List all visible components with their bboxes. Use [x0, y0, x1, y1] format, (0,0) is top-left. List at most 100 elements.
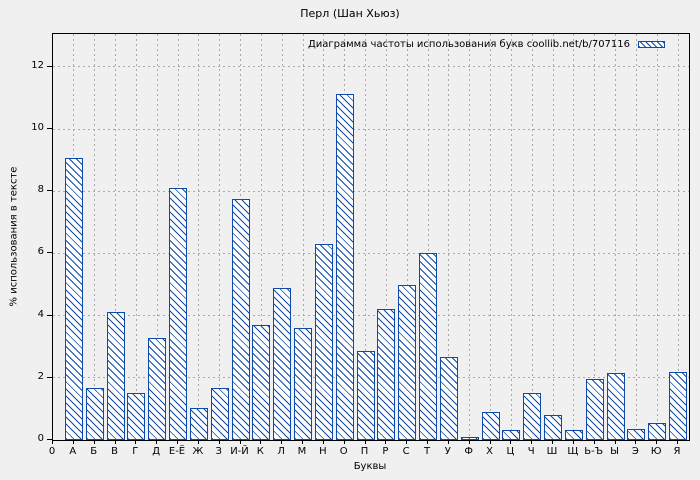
x-tick-mark — [447, 440, 449, 444]
x-tick-mark — [239, 440, 241, 444]
bar-Н — [314, 244, 333, 440]
bar-Ш — [544, 415, 562, 440]
x-tick-mark — [177, 440, 178, 444]
bar-Ц — [502, 430, 521, 440]
x-tick-label: Ш — [546, 446, 558, 457]
bar-Ы — [606, 373, 625, 440]
x-tick-label: Ы — [610, 446, 619, 457]
x-gridline — [323, 34, 325, 440]
x-tick-label: И-Й — [230, 446, 249, 457]
bar-В — [106, 311, 125, 440]
x-tick-mark — [489, 440, 491, 444]
x-tick-label: С — [402, 446, 410, 457]
y-tick-label: 10 — [31, 122, 44, 134]
x-tick-label: Л — [277, 446, 285, 457]
x-tick-mark — [114, 440, 116, 444]
x-gridline — [615, 34, 616, 440]
x-tick-mark — [677, 440, 678, 444]
x-tick-mark — [552, 440, 553, 444]
x-tick-label: Е-Ё — [168, 446, 186, 457]
x-tick-label: Ю — [650, 446, 662, 457]
x-tick-label: О — [339, 446, 348, 457]
x-tick-label: Т — [423, 446, 431, 457]
x-tick-mark — [343, 440, 345, 444]
x-gridline — [635, 34, 637, 440]
x-tick-mark — [572, 440, 574, 444]
bar-Я — [669, 371, 687, 440]
x-tick-mark — [322, 440, 324, 444]
bar-Э — [627, 429, 646, 440]
x-tick-mark — [302, 440, 303, 444]
bar-М — [294, 327, 312, 440]
bar-У — [439, 356, 458, 440]
x-tick-label: Д — [152, 446, 161, 457]
x-gridline — [510, 34, 512, 440]
y-tick-mark — [47, 439, 52, 440]
chart-title: Перл (Шан Хьюз) — [300, 7, 400, 20]
x-tick-mark — [510, 440, 512, 444]
x-tick-label: Г — [132, 446, 139, 457]
x-tick-mark — [281, 440, 283, 444]
y-gridline — [53, 190, 689, 192]
y-tick-label: 6 — [37, 246, 44, 258]
bar-Х — [481, 412, 500, 440]
x-tick-mark — [468, 440, 470, 444]
legend-hatched-swatch-icon — [638, 41, 665, 48]
x-tick-label: П — [360, 446, 369, 457]
x-tick-label: Ф — [464, 446, 473, 457]
x-gridline — [552, 34, 554, 440]
x-tick-label: 0 — [48, 446, 56, 457]
y-gridline — [53, 66, 689, 68]
x-tick-mark — [385, 440, 387, 444]
x-tick-label: Э — [631, 446, 639, 457]
legend: Диаграмма частоты использования букв coo… — [308, 39, 665, 50]
x-tick-label: Ь-Ъ — [584, 446, 604, 457]
x-tick-label: В — [111, 446, 118, 457]
x-gridline — [469, 34, 471, 440]
x-gridline — [490, 34, 491, 440]
x-tick-mark — [197, 440, 199, 444]
x-tick-label: Р — [382, 446, 389, 457]
x-gridline — [219, 34, 221, 440]
plot-area: Диаграмма частоты использования букв coo… — [52, 33, 690, 441]
bar-Ю — [648, 422, 667, 440]
x-gridline — [573, 34, 575, 440]
bar-Б — [85, 388, 104, 440]
x-gridline — [365, 34, 366, 440]
x-tick-mark — [593, 440, 595, 444]
x-gridline — [677, 34, 679, 440]
y-gridline — [53, 128, 689, 130]
x-gridline — [448, 34, 450, 440]
y-tick-label: 4 — [37, 308, 44, 320]
bar-Л — [273, 287, 292, 440]
y-tick-mark — [47, 128, 52, 130]
x-tick-mark — [156, 440, 158, 444]
bar-Ч — [523, 392, 542, 440]
x-gridline — [531, 34, 533, 440]
bar-О — [335, 94, 354, 440]
x-gridline — [406, 34, 408, 440]
bar-Ф — [460, 436, 479, 440]
legend-series-label: Диаграмма частоты использования букв coo… — [307, 39, 630, 50]
x-tick-label: Ц — [506, 446, 515, 457]
bar-К — [252, 324, 271, 440]
x-tick-mark — [635, 440, 637, 444]
x-tick-mark — [52, 440, 53, 444]
x-tick-mark — [364, 440, 366, 444]
bar-Р — [377, 309, 396, 440]
bar-П — [356, 351, 375, 440]
bar-Е-Ё — [169, 187, 187, 440]
bar-Ь-Ъ — [585, 379, 604, 440]
x-tick-label: Ч — [527, 446, 535, 457]
x-tick-label: У — [444, 446, 451, 457]
bar-З — [210, 387, 229, 440]
x-gridline — [156, 34, 158, 440]
x-gridline — [198, 34, 200, 440]
x-tick-mark — [218, 440, 220, 444]
x-tick-label: Щ — [567, 446, 579, 457]
bar-Ж — [189, 407, 208, 440]
x-tick-mark — [427, 440, 428, 444]
x-tick-mark — [260, 440, 262, 444]
x-gridline — [385, 34, 387, 440]
